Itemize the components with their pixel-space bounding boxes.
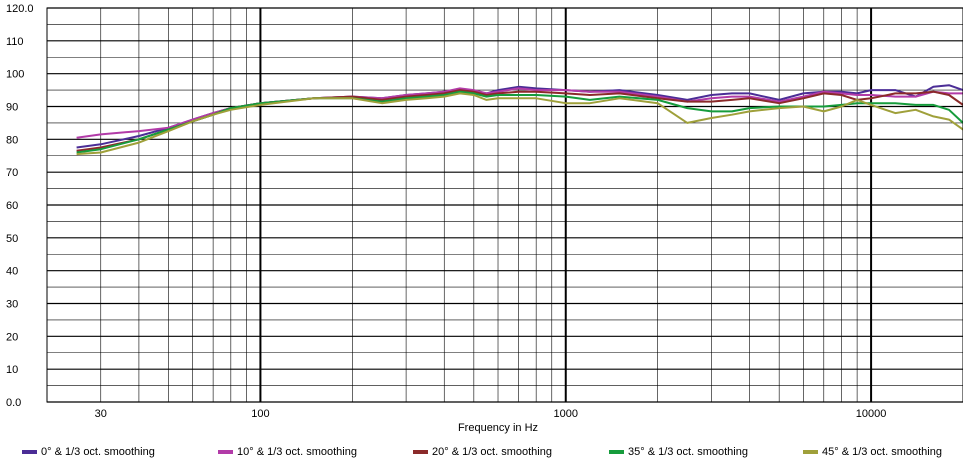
y-tick-label: 80 (6, 134, 18, 146)
legend-item-0deg: 0° & 1/3 oct. smoothing (22, 446, 155, 458)
series-line-4 (76, 92, 963, 156)
legend-item-45deg: 45° & 1/3 oct. smoothing (803, 446, 942, 458)
legend-item-10deg: 10° & 1/3 oct. smoothing (218, 446, 357, 458)
frequency-response-chart: 0.0 10 20 30 40 50 60 70 80 90 100 110 120.0 30 100 10… (6, 3, 963, 434)
legend-label-20deg: 20° & 1/3 oct. smoothing (432, 446, 552, 458)
y-tick-label: 110 (6, 36, 24, 48)
y-tick-label: 20 (6, 331, 18, 343)
legend-label-35deg: 35° & 1/3 oct. smoothing (628, 446, 748, 458)
legend: 0° & 1/3 oct. smoothing 10° & 1/3 oct. s… (0, 446, 963, 463)
x-axis-ticks: 30 100 1000 10000 (95, 408, 887, 420)
y-tick-label: 60 (6, 200, 18, 212)
legend-swatch-35deg (609, 450, 624, 454)
x-axis-label: Frequency in Hz (458, 422, 538, 434)
x-tick-label: 10000 (856, 408, 887, 420)
legend-label-45deg: 45° & 1/3 oct. smoothing (822, 446, 942, 458)
y-tick-label: 10 (6, 364, 18, 376)
y-tick-label: 100 (6, 69, 24, 81)
y-axis-ticks: 0.0 10 20 30 40 50 60 70 80 90 100 110 120.0 (6, 3, 34, 409)
x-tick-label: 30 (95, 408, 107, 420)
legend-swatch-0deg (22, 450, 37, 454)
legend-item-35deg: 35° & 1/3 oct. smoothing (609, 446, 748, 458)
grid-lines (46, 7, 963, 403)
x-tick-label: 100 (251, 408, 269, 420)
y-tick-label: 0.0 (6, 397, 21, 409)
legend-swatch-20deg (413, 450, 428, 454)
y-tick-label: 30 (6, 299, 18, 311)
y-tick-label: 50 (6, 233, 18, 245)
legend-swatch-10deg (218, 450, 233, 454)
legend-item-20deg: 20° & 1/3 oct. smoothing (413, 446, 552, 458)
legend-swatch-45deg (803, 450, 818, 454)
series-lines (76, 84, 963, 156)
y-tick-label: 120.0 (6, 3, 34, 15)
plot-frame (46, 7, 963, 403)
legend-label-0deg: 0° & 1/3 oct. smoothing (41, 446, 155, 458)
legend-label-10deg: 10° & 1/3 oct. smoothing (237, 446, 357, 458)
y-tick-label: 70 (6, 167, 18, 179)
y-tick-label: 40 (6, 266, 18, 278)
x-tick-label: 1000 (554, 408, 578, 420)
y-tick-label: 90 (6, 102, 18, 114)
series-line-3 (76, 90, 963, 154)
